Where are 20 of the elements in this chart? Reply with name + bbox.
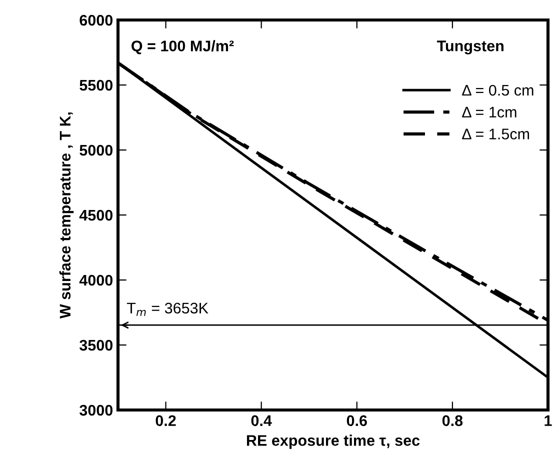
x-tick-label: 0.8 [442,415,463,426]
x-tick-label: 0.4 [251,415,272,426]
y-tick-label: 3000 [80,404,113,416]
y-axis-title: W surface temperature , T K, [59,112,74,319]
y-tick-label: 3500 [80,340,113,351]
x-tick-label: 0.2 [156,415,176,426]
legend-label: Δ = 1cm [462,106,516,118]
y-tick-label: 4000 [79,274,113,286]
legend-label: Δ = 1.5cm [462,128,529,140]
annotation: Tungsten [436,40,504,54]
y-tick-label: 5000 [80,144,113,156]
legend-label: Δ = 0.5 cm [462,84,534,96]
x-tick-label: 1 [544,415,552,426]
y-tick-label: 5500 [80,80,113,91]
y-tick-label: 6000 [80,14,113,26]
x-axis-title: RE exposure time τ, sec [246,434,420,449]
annotation: Q = 100 MJ/m² [132,40,234,54]
ref-line-label: T$_{m}$ = 3653K [126,302,208,316]
y-tick-label: 4500 [79,210,113,221]
x-tick-label: 0.6 [346,415,367,426]
